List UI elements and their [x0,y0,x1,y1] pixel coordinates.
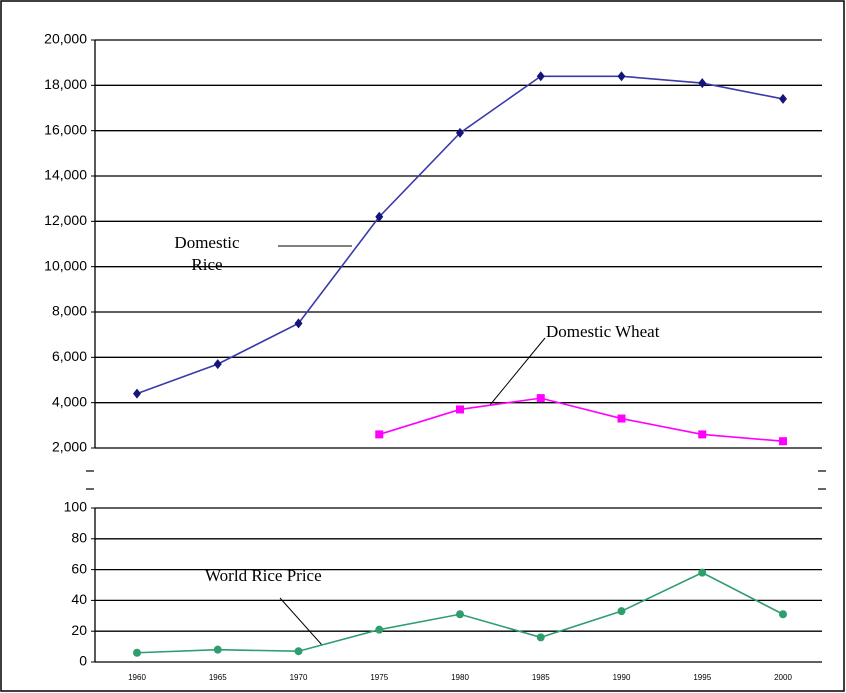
axis-break [86,470,826,490]
marker [133,388,141,399]
x-tick-label: 1980 [451,673,469,682]
marker [698,78,707,89]
marker [617,607,626,616]
marker [779,610,787,619]
x-tick-label: 1960 [128,673,146,682]
x-tick-label: 1995 [693,673,711,682]
marker [698,568,707,577]
y-tick-label: 100 [64,499,88,515]
marker [779,93,787,104]
x-tick-label: 1985 [532,673,550,682]
y-tick-label: 6,000 [52,348,87,364]
series-line [379,397,784,442]
y-tick-label: 12,000 [44,212,87,228]
marker [375,625,384,634]
x-tick-label: 1965 [209,673,227,682]
y-tick-label: 20 [71,622,87,638]
y-tick-label: 8,000 [52,303,87,319]
y-tick-label: 4,000 [52,393,87,409]
marker [456,405,464,414]
annotation: World Rice Price [205,566,322,585]
marker [375,430,384,439]
x-tick-label: 2000 [774,673,792,682]
y-tick-label: 20,000 [44,31,87,47]
y-tick-label: 14,000 [44,167,87,183]
y-tick-label: 10,000 [44,257,87,273]
marker [213,645,222,654]
marker [536,71,545,82]
x-tick-label: 1990 [613,673,631,682]
marker [213,359,222,370]
marker [617,71,626,82]
marker [375,211,384,222]
y-tick-label: 16,000 [44,121,87,137]
x-tick-label: 1975 [370,673,388,682]
marker [456,610,464,619]
leader-lines [278,245,546,646]
marker [536,394,545,403]
marker [294,318,303,329]
marker [133,648,141,657]
annotation: Domestic Rice [174,233,240,274]
y-tick-label: 40 [71,591,87,607]
marker [617,414,626,423]
y-tick-label: 18,000 [44,76,87,92]
y-tick-label: 2,000 [52,439,87,455]
marker [294,647,303,656]
x-tick-label: 1970 [290,673,308,682]
annotation: Domestic Wheat [546,322,660,341]
marker [779,437,787,446]
y-tick-label: 60 [71,560,87,576]
marker [456,127,464,138]
y-tick-label: 0 [79,653,87,669]
marker [536,633,545,642]
marker [698,430,707,439]
y-tick-label: 80 [71,530,87,546]
